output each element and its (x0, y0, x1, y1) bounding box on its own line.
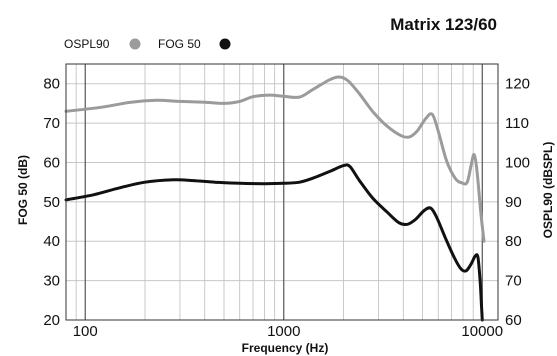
legend-label-ospl90: OSPL90 (64, 37, 110, 51)
legend-marker-fog50 (219, 38, 231, 50)
y-tick-label-left: 60 (43, 154, 60, 171)
y-tick-label-right: 60 (505, 312, 522, 329)
x-axis-label: Frequency (Hz) (242, 341, 329, 355)
legend-label-fog50: FOG 50 (158, 37, 201, 51)
plot-frame (65, 63, 499, 321)
y-tick-label-right: 90 (505, 194, 522, 211)
x-tick-label: 1000 (267, 323, 300, 340)
y-tick-label-left: 70 (43, 115, 60, 132)
y-tick-label-left: 20 (43, 312, 60, 329)
y-tick-label-left: 40 (43, 233, 60, 250)
y-tick-label-right: 100 (505, 154, 530, 171)
legend: OSPL90 FOG 50 (64, 37, 231, 51)
y-tick-label-right: 80 (505, 233, 522, 250)
legend-marker-ospl90 (129, 38, 141, 50)
y-tick-label-right: 70 (505, 273, 522, 290)
series-line-fog50 (64, 163, 484, 322)
y-tick-label-left: 50 (43, 194, 60, 211)
series-line-ospl90 (64, 75, 486, 243)
x-tick-label: 10000 (461, 323, 503, 340)
y-tick-label-left: 80 (43, 76, 60, 93)
series-lines (64, 75, 486, 322)
y-tick-label-right: 110 (505, 115, 529, 132)
y-tick-label-right: 120 (505, 76, 530, 93)
y-tick-label-left: 30 (43, 273, 60, 290)
grid (65, 64, 498, 321)
y-axis-label-right: OSPL90 (dBSPL) (541, 142, 555, 239)
x-tick-label: 100 (73, 323, 98, 340)
chart-title: Matrix 123/60 (390, 15, 497, 34)
y-axis-label-left: FOG 50 (dB) (16, 155, 30, 225)
tick-labels: 20 30 40 50 60 70 80 60 70 80 90 100 110 120 100 1000 10… (43, 76, 530, 340)
